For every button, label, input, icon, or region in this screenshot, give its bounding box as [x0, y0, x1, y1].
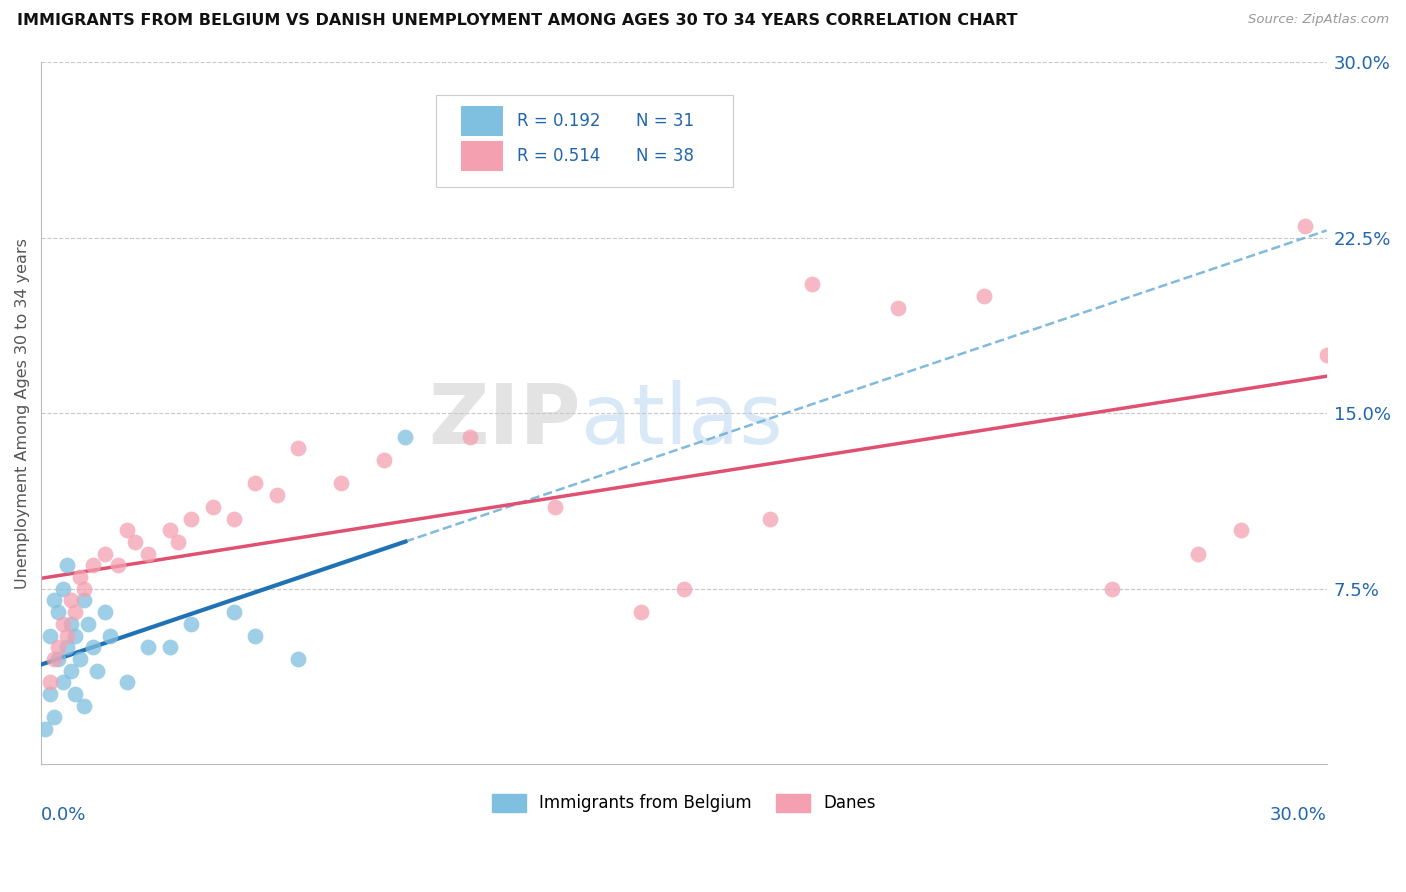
Point [1101, 582, 1123, 596]
Point [107, 558, 129, 573]
Point [46, 605, 69, 619]
Text: atlas: atlas [581, 380, 783, 461]
Point [34, 722, 56, 736]
Point [1316, 348, 1339, 362]
Text: Source: ZipAtlas.com: Source: ZipAtlas.com [1249, 13, 1389, 27]
Point [51, 616, 73, 631]
Text: N = 31: N = 31 [637, 112, 695, 130]
Text: 30.0%: 30.0% [1270, 806, 1327, 824]
Point [51, 675, 73, 690]
Point [73, 698, 96, 713]
Point [65, 605, 87, 619]
Text: N = 38: N = 38 [637, 147, 695, 165]
Point [758, 511, 780, 525]
Point [65, 628, 87, 642]
Point [544, 500, 567, 514]
Point [69, 652, 91, 666]
Point [73, 582, 96, 596]
Text: 0.0%: 0.0% [41, 806, 87, 824]
Point [94, 547, 117, 561]
Point [287, 652, 309, 666]
Point [672, 582, 695, 596]
Point [287, 442, 309, 456]
Point [801, 277, 824, 292]
Point [60, 664, 83, 678]
Point [115, 675, 138, 690]
Point [201, 500, 224, 514]
Point [60, 616, 83, 631]
Point [42, 652, 65, 666]
Point [973, 289, 995, 303]
Text: IMMIGRANTS FROM BELGIUM VS DANISH UNEMPLOYMENT AMONG AGES 30 TO 34 YEARS CORRELA: IMMIGRANTS FROM BELGIUM VS DANISH UNEMPL… [17, 13, 1018, 29]
Point [46, 652, 69, 666]
FancyBboxPatch shape [461, 106, 502, 136]
Point [82, 558, 104, 573]
Point [65, 687, 87, 701]
Point [266, 488, 288, 502]
Point [51, 582, 73, 596]
Point [69, 570, 91, 584]
Point [373, 453, 395, 467]
Point [1230, 523, 1253, 537]
Point [86, 664, 108, 678]
Point [630, 605, 652, 619]
Point [60, 593, 83, 607]
Point [394, 429, 416, 443]
Point [38, 675, 60, 690]
Point [1187, 547, 1209, 561]
Point [159, 640, 181, 655]
Point [56, 558, 79, 573]
Point [222, 605, 245, 619]
Point [136, 640, 159, 655]
Point [180, 616, 202, 631]
Point [56, 628, 79, 642]
Point [73, 593, 96, 607]
Text: R = 0.514: R = 0.514 [517, 147, 600, 165]
Point [136, 547, 159, 561]
Point [77, 616, 100, 631]
Point [38, 628, 60, 642]
Point [159, 523, 181, 537]
Point [56, 640, 79, 655]
Point [42, 593, 65, 607]
Point [82, 640, 104, 655]
Point [42, 710, 65, 724]
Point [98, 628, 121, 642]
Text: R = 0.192: R = 0.192 [517, 112, 600, 130]
Point [115, 523, 138, 537]
FancyBboxPatch shape [436, 95, 733, 187]
Point [94, 605, 117, 619]
Point [124, 535, 146, 549]
Point [1294, 219, 1316, 233]
Point [887, 301, 910, 315]
Legend: Immigrants from Belgium, Danes: Immigrants from Belgium, Danes [485, 787, 883, 819]
Text: ZIP: ZIP [429, 380, 581, 461]
Point [458, 429, 481, 443]
Point [46, 640, 69, 655]
Point [330, 476, 353, 491]
FancyBboxPatch shape [461, 142, 502, 171]
Point [245, 476, 267, 491]
Y-axis label: Unemployment Among Ages 30 to 34 years: Unemployment Among Ages 30 to 34 years [15, 238, 30, 589]
Point [222, 511, 245, 525]
Point [245, 628, 267, 642]
Point [180, 511, 202, 525]
Point [167, 535, 190, 549]
Point [38, 687, 60, 701]
